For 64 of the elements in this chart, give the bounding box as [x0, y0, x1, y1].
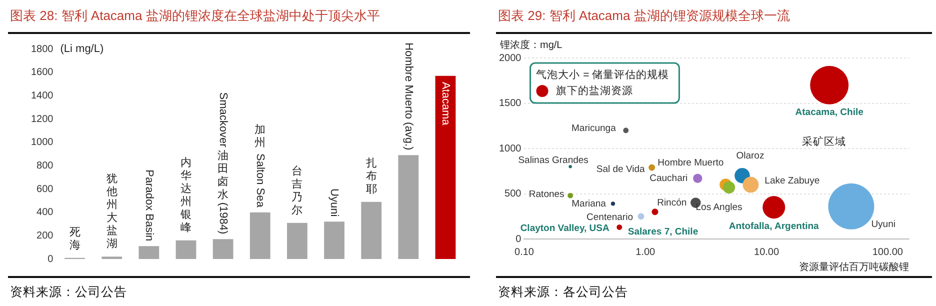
annotation: Olaroz	[736, 150, 764, 162]
y-tick-label: 600	[36, 184, 54, 195]
x-tick-label: 内华达州银峰	[179, 156, 192, 234]
y-tick-label: 1000	[30, 137, 54, 148]
x-tick-label: 加州 Salton Sea	[254, 122, 266, 208]
y-tick-label: 200	[36, 230, 54, 242]
annotation: Salinas Grandes	[518, 155, 589, 166]
annotation: Salares 7, Chile	[628, 226, 698, 238]
y-tick-label: 800	[36, 160, 54, 172]
y-tick-label: 1200	[30, 114, 54, 125]
y-axis-title: 锂浓度：mg/L	[499, 38, 563, 51]
annotation: Cauchari	[650, 172, 688, 184]
bar	[398, 155, 419, 259]
annotation: Antofalla, Argentina	[728, 220, 820, 232]
bar	[250, 212, 270, 259]
x-tick-label: 10.00	[754, 246, 780, 258]
bar	[176, 240, 196, 259]
annotation: Rincón	[657, 197, 687, 208]
annotation: Lake Zabuye	[764, 175, 820, 186]
text: 资料来源：公司公告	[10, 284, 127, 301]
x-tick-label: Paradox Basin	[142, 170, 155, 242]
x-tick-label: 100.00	[872, 246, 904, 258]
bar	[324, 222, 344, 259]
bar	[287, 222, 308, 259]
bar	[361, 202, 382, 259]
annotation: Maricunga	[572, 123, 617, 134]
y-tick-label: 0	[48, 254, 54, 265]
annotation: Mariana	[572, 198, 607, 210]
annotation: Sal de Vida	[596, 164, 646, 176]
x-tick-label: Atacama	[439, 82, 452, 126]
y-tick-label: 1400	[30, 90, 54, 102]
annotation: Centenario	[586, 212, 633, 223]
x-axis-title: 资源量评估百万吨碳酸锂	[799, 260, 909, 273]
y-tick-label: 500	[504, 188, 522, 200]
x-tick-label: 0.10	[514, 246, 534, 258]
chart-title: 图表 29: 智利 Atacama 盐湖的锂资源规模全球一流	[498, 7, 790, 25]
y-axis-title: (Li mg/L)	[60, 43, 104, 56]
text: 资料来源：各公司公告	[498, 284, 628, 301]
x-tick-label: 台吉乃尔	[292, 164, 303, 216]
bar	[212, 239, 234, 259]
bar	[435, 76, 456, 259]
x-tick-label: 犹他州大盐湖	[106, 173, 118, 250]
y-tick-label: 400	[36, 207, 54, 218]
x-tick-label: Smackover 油田卤水(1984)	[217, 92, 230, 234]
y-tick-label: 1600	[30, 67, 54, 78]
annotation: Atacama, Chile	[795, 106, 864, 118]
annotation: 采矿区域	[802, 134, 846, 148]
chart-title: 图表 28: 智利 Atacama 盐湖的锂浓度在全球盐湖中处于顶尖水平	[10, 7, 380, 25]
y-tick-label: 1000	[498, 143, 522, 154]
x-tick-label: Hombre Muerto (avg.)	[402, 42, 414, 150]
y-tick-label: 1500	[498, 98, 522, 109]
y-tick-label: 0	[516, 234, 522, 245]
annotation: Clayton Valley, USA	[520, 222, 610, 234]
x-tick-label: 1.00	[636, 246, 656, 258]
bar	[138, 246, 160, 259]
annotation: Ratones	[528, 189, 565, 200]
annotation: Hombre Muerto	[658, 157, 724, 168]
x-tick-label: 死海	[69, 226, 80, 252]
y-tick-label: 2000	[498, 52, 522, 64]
x-tick-label: 扎布耶	[366, 156, 377, 196]
legend-label: 旗下的盐湖资源	[556, 84, 634, 97]
x-tick-label: Uyuni	[328, 188, 340, 217]
legend-title: 气泡大小 = 储量评估的规模	[536, 68, 670, 81]
y-tick-label: 1800	[30, 44, 54, 55]
